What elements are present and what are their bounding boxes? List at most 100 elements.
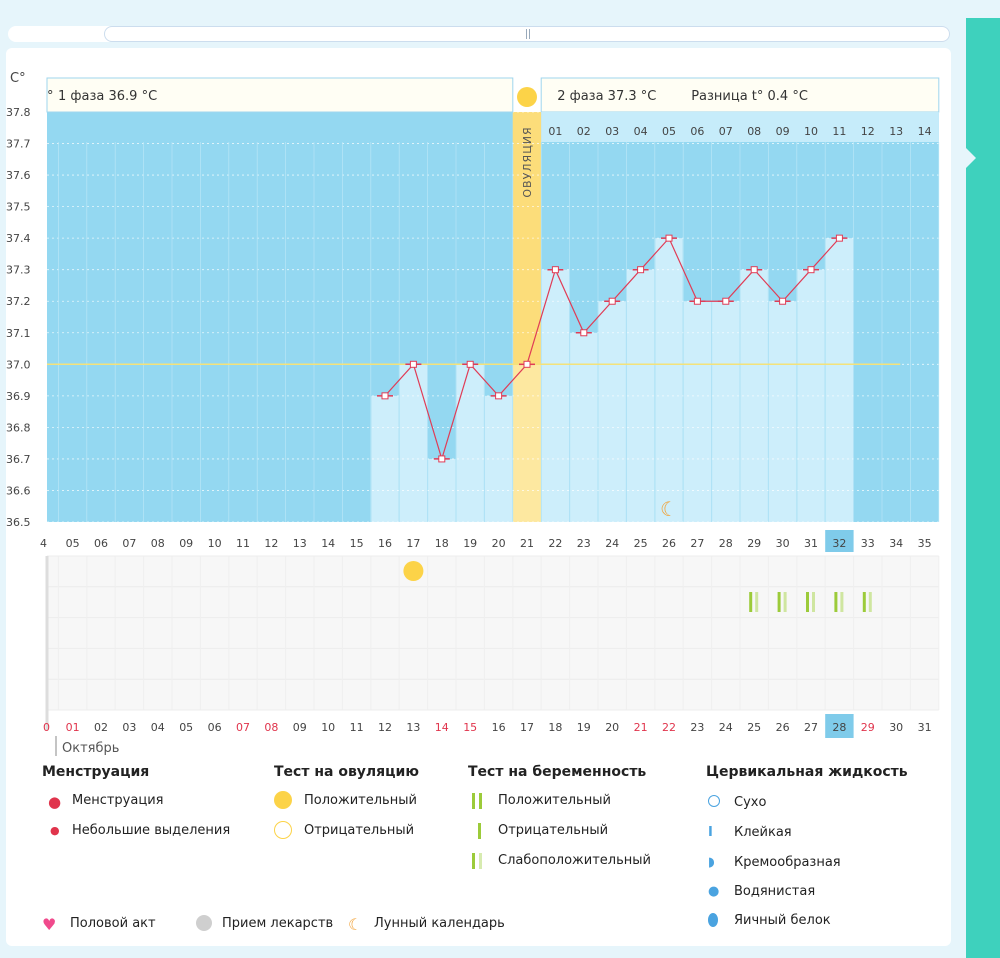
temp-point: [466, 360, 474, 368]
date-label: 03: [122, 721, 136, 734]
arrow-right-icon[interactable]: [966, 148, 976, 168]
date-label: 30: [889, 721, 903, 734]
temp-point: [665, 234, 673, 242]
cycle-day-label: 10: [208, 537, 222, 550]
scrollbar-grip-icon: [526, 29, 530, 39]
phase1-prefix: °: [47, 89, 54, 104]
y-tick-label: 37.5: [6, 201, 31, 214]
cycle-day-label: 18: [435, 537, 449, 550]
temp-point: [495, 392, 503, 400]
ovulation-test-positive-icon: [403, 561, 424, 581]
temp-point: [438, 455, 446, 463]
cycle-day-label: 09: [179, 537, 193, 550]
phase2-day-label: 03: [605, 125, 619, 138]
temp-point: [523, 360, 531, 368]
date-label: 02: [94, 721, 108, 734]
pregnancy-test-weak-icon: [868, 592, 872, 612]
cycle-day-label: 14: [321, 537, 335, 550]
phase2-day-label: 11: [832, 125, 846, 138]
pregnancy-test-weak-icon: [840, 592, 844, 612]
cycle-day-label: 17: [406, 537, 420, 550]
date-label: 0: [43, 721, 50, 734]
cycle-day-label: 13: [293, 537, 307, 550]
temp-point: [722, 297, 730, 305]
cycle-day-label: 20: [492, 537, 506, 550]
y-tick-label: 36.9: [6, 390, 31, 403]
side-panel[interactable]: [966, 18, 1000, 958]
temp-point: [693, 297, 701, 305]
cycle-day-label: 07: [122, 537, 136, 550]
y-tick-label: 37.8: [6, 106, 31, 119]
cycle-day-label: 31: [804, 537, 818, 550]
phase2-day-label: 10: [804, 125, 818, 138]
pregnancy-test-weak-icon: [862, 592, 866, 612]
cycle-day-label: 33: [861, 537, 875, 550]
date-label: 10: [321, 721, 335, 734]
phase1-header: [46, 77, 514, 113]
date-label: 28: [832, 721, 846, 734]
phase1-label: 1 фаза 36.9 °C: [58, 89, 157, 104]
highlight-date-bg: [825, 714, 854, 738]
cycle-day-label: 21: [520, 537, 534, 550]
y-tick-label: 36.8: [6, 421, 31, 434]
date-label: 26: [776, 721, 790, 734]
temp-point: [807, 266, 815, 274]
ovulation-sun-icon: [517, 87, 537, 107]
cycle-day-label: 05: [66, 537, 80, 550]
cycle-day-label: 06: [94, 537, 108, 550]
cycle-day-label: 11: [236, 537, 250, 550]
phase2-day-label: 09: [776, 125, 790, 138]
pregnancy-test-weak-icon: [783, 592, 787, 612]
horizontal-scrollbar[interactable]: [8, 26, 950, 42]
date-label: 29: [861, 721, 875, 734]
cycle-day-label: 22: [548, 537, 562, 550]
temp-point: [779, 297, 787, 305]
y-tick-label: 36.5: [6, 516, 31, 529]
moon-icon: ☾: [660, 497, 678, 521]
date-label: 23: [690, 721, 704, 734]
cycle-day-label: 28: [719, 537, 733, 550]
phase2-header: [540, 77, 940, 113]
y-tick-label: 37.2: [6, 295, 31, 308]
phase2-label: 2 фаза 37.3 °C: [557, 89, 656, 104]
phase2-day-label: 01: [548, 125, 562, 138]
phase2-day-label: 13: [889, 125, 903, 138]
cycle-day-label: 4: [40, 537, 47, 550]
date-label: 27: [804, 721, 818, 734]
phase2-day-label: 06: [690, 125, 704, 138]
date-label: 08: [264, 721, 278, 734]
y-tick-label: 36.6: [6, 484, 31, 497]
temp-bar: [683, 301, 712, 522]
temp-point: [637, 266, 645, 274]
temp-point: [750, 266, 758, 274]
date-label: 14: [435, 721, 449, 734]
y-tick-label: 37.6: [6, 169, 31, 182]
y-tick-label: 36.7: [6, 453, 31, 466]
cycle-day-label: 25: [634, 537, 648, 550]
y-tick-label: 37.3: [6, 264, 31, 277]
date-label: 20: [605, 721, 619, 734]
temp-point: [551, 266, 559, 274]
cycle-day-label: 15: [350, 537, 364, 550]
phase2-day-label: 08: [747, 125, 761, 138]
cycle-day-label: 19: [463, 537, 477, 550]
date-label: 09: [293, 721, 307, 734]
date-label: 16: [492, 721, 506, 734]
phase2-day-label: 14: [918, 125, 932, 138]
pregnancy-test-weak-icon: [812, 592, 815, 612]
temp-point: [409, 360, 417, 368]
temp-point: [381, 392, 389, 400]
pregnancy-test-weak-icon: [755, 592, 759, 612]
pregnancy-test-weak-icon: [834, 592, 838, 612]
temp-bar: [399, 364, 428, 522]
diff-label: Разница t° 0.4 °C: [691, 89, 808, 104]
scrollbar-thumb[interactable]: [104, 26, 950, 42]
temp-point: [580, 329, 588, 337]
temp-bar: [655, 238, 683, 522]
phase2-day-label: 04: [634, 125, 648, 138]
temp-bar: [626, 269, 655, 522]
date-label: 17: [520, 721, 534, 734]
cycle-day-label: 30: [776, 537, 790, 550]
date-label: 31: [918, 721, 932, 734]
highlight-day-bg: [825, 530, 854, 552]
